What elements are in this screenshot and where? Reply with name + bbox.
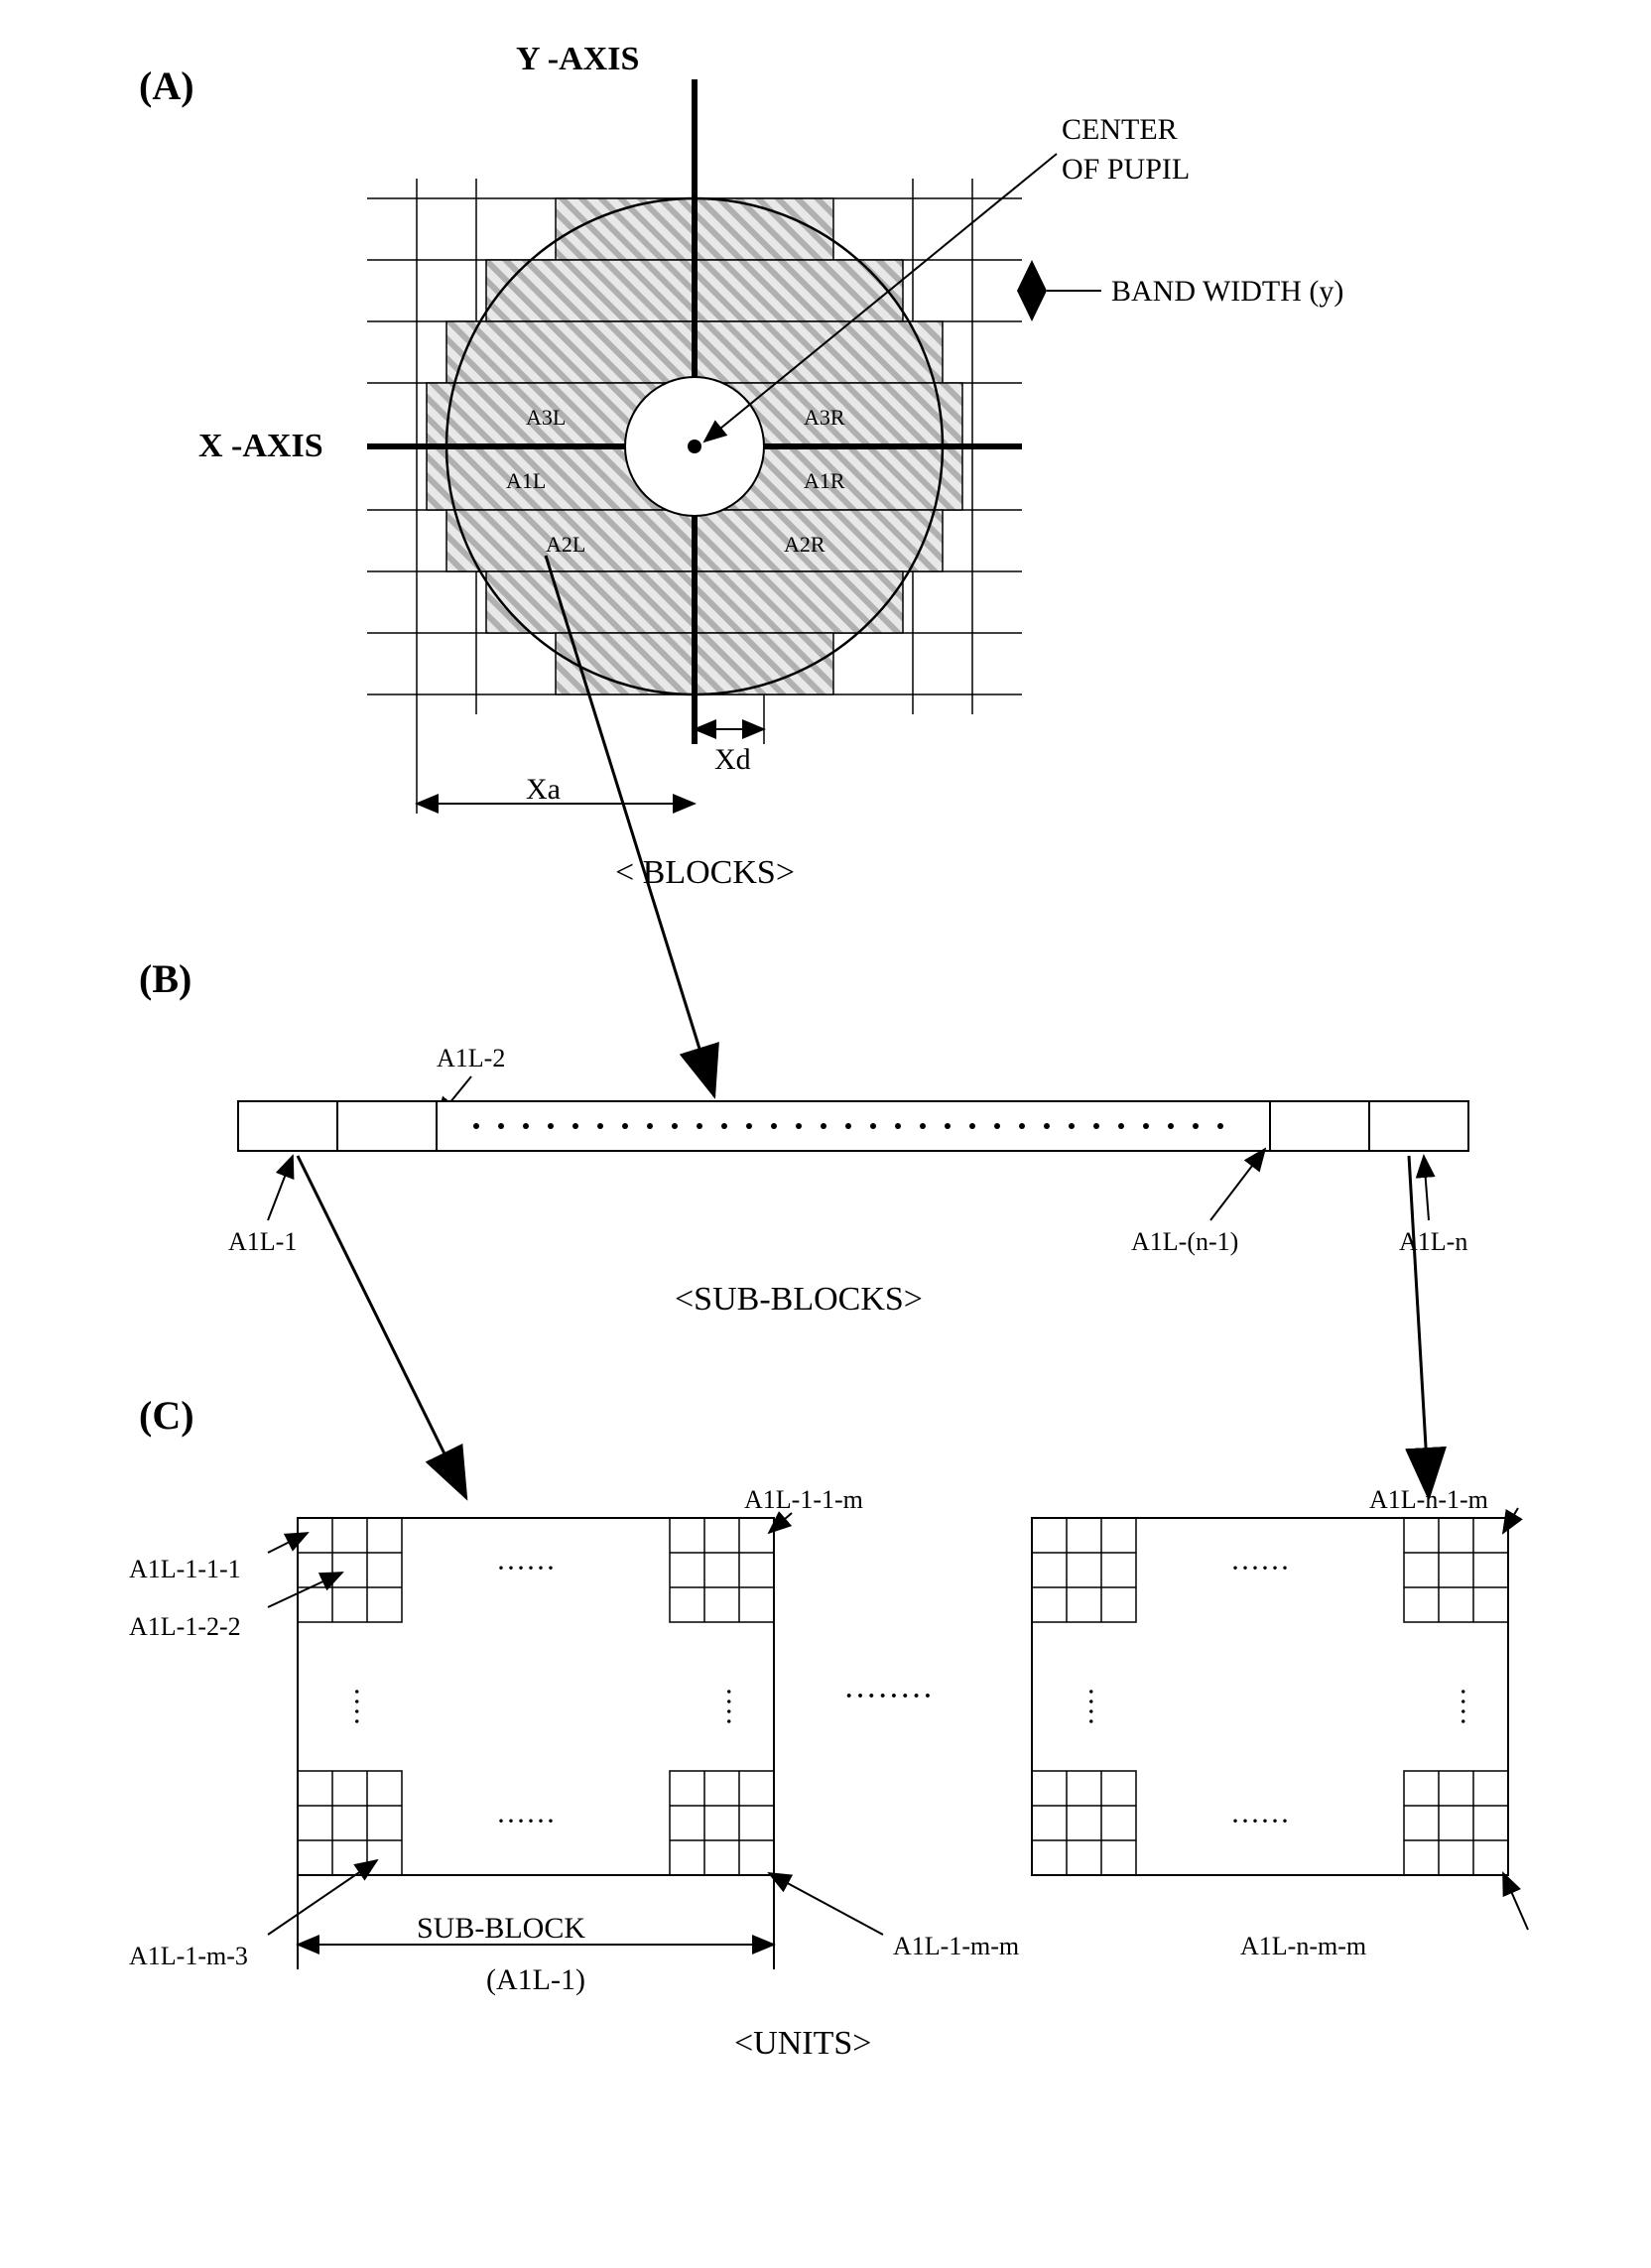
- xa-label: Xa: [526, 773, 561, 806]
- label-a1l-n: A1L-n: [1399, 1227, 1467, 1256]
- a1l-1-leader: [268, 1156, 293, 1220]
- between-dots: ········: [843, 1678, 934, 1714]
- xd-dimension: Xd: [695, 694, 764, 776]
- subblock-paren: (A1L-1): [486, 1963, 585, 1996]
- svg-text:······: ······: [496, 1552, 556, 1584]
- xa-dimension: Xa: [417, 714, 695, 814]
- label-a1l-1-m-m: A1L-1-m-m: [893, 1932, 1019, 1960]
- label-a1l-n1: A1L-(n-1): [1131, 1227, 1238, 1256]
- label-a1l-n-1-m: A1L-n-1-m: [1369, 1485, 1488, 1514]
- x-axis-label: X -AXIS: [198, 428, 323, 464]
- label-a1l-2: A1L-2: [437, 1044, 505, 1072]
- svg-text:······: ······: [1230, 1805, 1290, 1837]
- diagram-svg: (A): [20, 20, 1651, 2248]
- subblock-label: SUB-BLOCK: [417, 1912, 585, 1945]
- label-a1l-1-1-1: A1L-1-1-1: [129, 1555, 241, 1583]
- panel-b-tag: (B): [139, 956, 191, 1001]
- label-a1l-1-1-m: A1L-1-1-m: [744, 1485, 863, 1514]
- panel-c-caption: <UNITS>: [734, 2025, 871, 2062]
- bandwidth-diamond: [1017, 260, 1047, 321]
- label-a1l-1-2-2: A1L-1-2-2: [129, 1612, 241, 1641]
- label-a1l: A1L: [506, 468, 546, 493]
- subblock-right-panel: ······ ······ ···· ····: [1032, 1518, 1508, 1875]
- label-a1l-n-m-m: A1L-n-m-m: [1240, 1932, 1366, 1960]
- xd-label: Xd: [714, 743, 751, 776]
- panel-c: (C): [129, 1393, 1528, 2062]
- svg-text:······: ······: [1230, 1552, 1290, 1584]
- bandwidth-label: BAND WIDTH (y): [1111, 275, 1343, 308]
- panel-c-tag: (C): [139, 1393, 194, 1438]
- label-a2l: A2L: [546, 532, 585, 557]
- a1l-n-leader: [1424, 1156, 1429, 1220]
- subblock-strip: [238, 1101, 1468, 1151]
- center-label-1: CENTER: [1062, 113, 1178, 146]
- panel-b: (B) A1L-2 A1L-1 A: [139, 956, 1468, 1498]
- svg-text:····: ····: [1075, 1687, 1107, 1726]
- subblock-left-panel: ······ ······ ···· ····: [298, 1518, 774, 1875]
- label-a1l-1-m-3: A1L-1-m-3: [129, 1942, 248, 1970]
- panel-a-center-dot: [688, 440, 701, 453]
- svg-text:····: ····: [340, 1687, 373, 1726]
- panel-a: (A): [139, 41, 1343, 1096]
- panel-b-caption: <SUB-BLOCKS>: [675, 1281, 923, 1318]
- label-a3l: A3L: [526, 405, 566, 430]
- svg-text:····: ····: [712, 1687, 745, 1726]
- b-to-c-arrow-left: [298, 1156, 466, 1498]
- label-a2r: A2R: [784, 532, 826, 557]
- label-a1l-1: A1L-1: [228, 1227, 297, 1256]
- svg-text:····: ····: [1447, 1687, 1479, 1726]
- b-to-c-arrow-right: [1409, 1156, 1429, 1498]
- center-label-2: OF PUPIL: [1062, 153, 1190, 186]
- a1l-n1-leader: [1210, 1149, 1265, 1220]
- label-a3r: A3R: [804, 405, 845, 430]
- panel-a-tag: (A): [139, 63, 194, 108]
- y-axis-label: Y -AXIS: [516, 41, 639, 77]
- svg-text:······: ······: [496, 1805, 556, 1837]
- label-a1r: A1R: [804, 468, 845, 493]
